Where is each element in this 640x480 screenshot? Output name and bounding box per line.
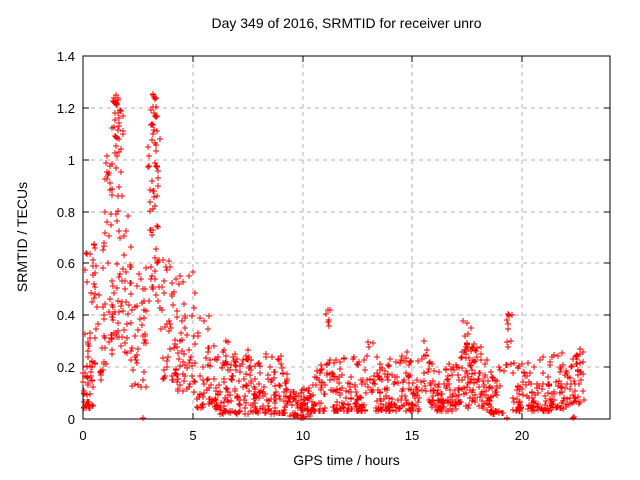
x-tick-label: 20 — [515, 428, 529, 443]
y-tick-label: 0.8 — [57, 205, 75, 220]
scatter-points — [80, 91, 587, 421]
plot-border — [82, 55, 611, 420]
x-tick-label: 10 — [296, 428, 310, 443]
y-tick-label: 0.6 — [57, 256, 75, 271]
x-axis-label: GPS time / hours — [293, 452, 400, 468]
x-tick-label: 0 — [79, 428, 86, 443]
y-tick-label: 1 — [68, 153, 75, 168]
tick-marks — [82, 55, 610, 420]
y-tick-label: 1.2 — [57, 101, 75, 116]
y-tick-label: 1.4 — [57, 49, 75, 64]
x-tick-label: 5 — [189, 428, 196, 443]
y-tick-label: 0.2 — [57, 360, 75, 375]
grid-lines — [83, 56, 610, 419]
y-tick-label: 0 — [68, 412, 75, 427]
x-tick-label: 15 — [405, 428, 419, 443]
y-tick-label: 0.4 — [57, 308, 75, 323]
chart-title: Day 349 of 2016, SRMTID for receiver unr… — [211, 15, 482, 31]
